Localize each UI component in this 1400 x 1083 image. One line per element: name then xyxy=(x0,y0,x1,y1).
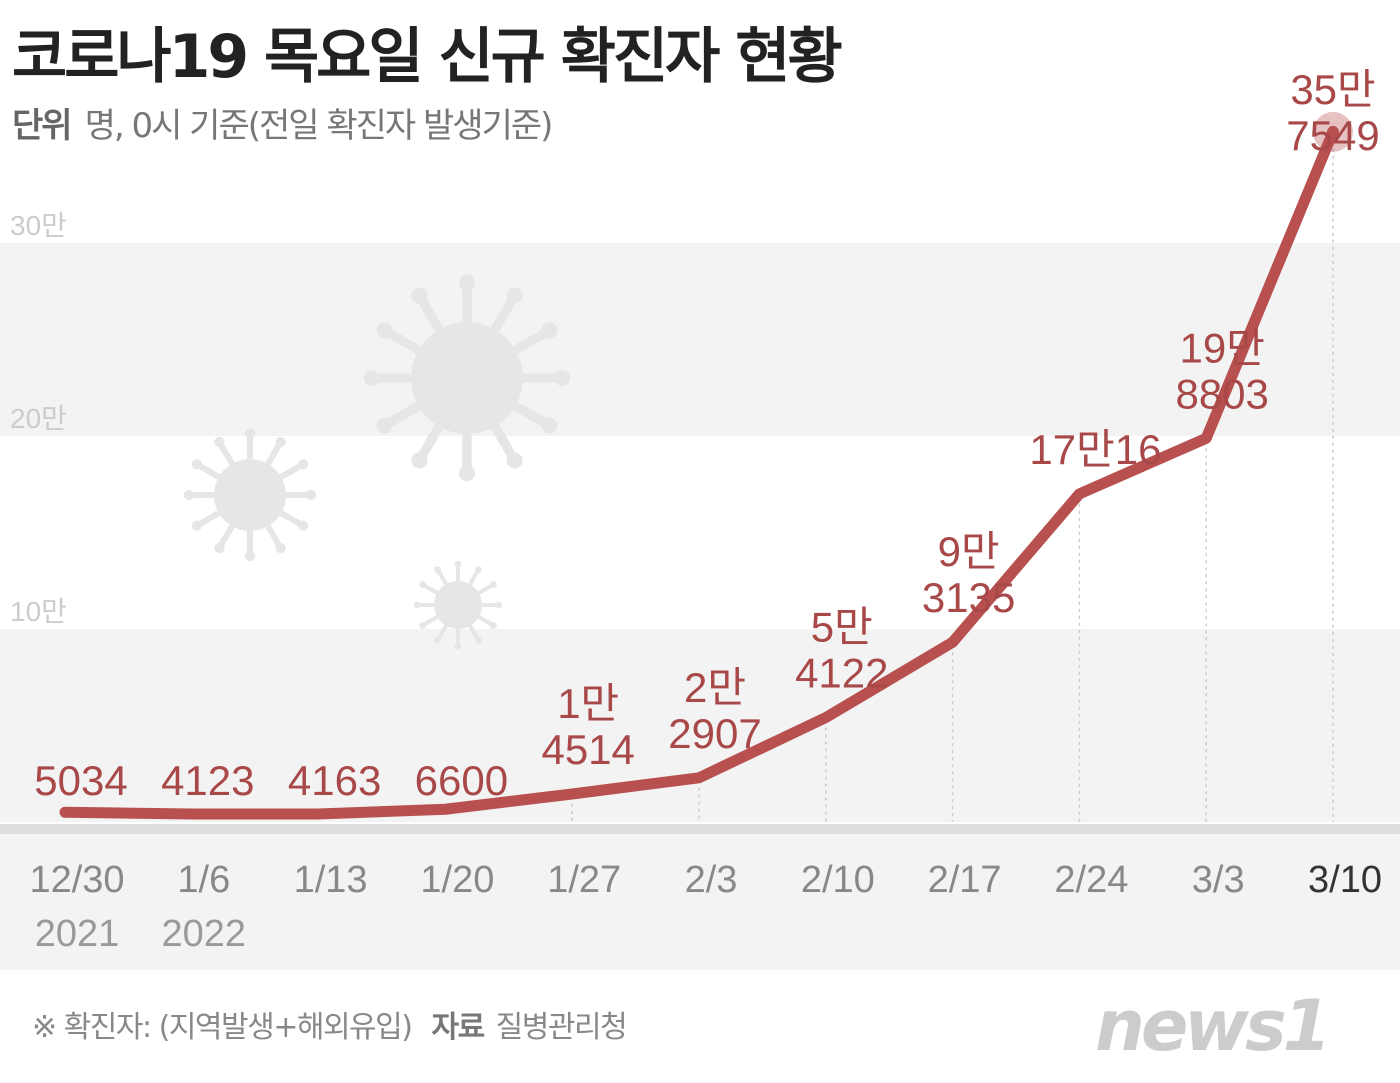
virus-icon xyxy=(434,581,482,629)
x-tick-label: 3/3 xyxy=(1192,859,1245,901)
x-tick-label: 1/20 xyxy=(420,859,494,901)
grid-band xyxy=(0,243,1400,436)
series-line xyxy=(59,126,1339,820)
virus-spike-tip xyxy=(541,322,558,339)
data-label: 3135 xyxy=(922,574,1015,621)
virus-spike-tip xyxy=(489,581,497,589)
data-label: 8803 xyxy=(1175,370,1268,417)
x-tick-label: 1/27 xyxy=(547,859,621,901)
data-label: 4123 xyxy=(161,757,254,804)
virus-spike-tip xyxy=(506,287,523,304)
virus-spike-tip xyxy=(434,566,442,574)
virus-spike-tip xyxy=(275,436,286,448)
data-label: 2만 xyxy=(684,664,746,711)
year-label: 2021 xyxy=(35,913,120,955)
data-label: 4163 xyxy=(288,757,381,804)
virus-spike-tip xyxy=(306,489,317,501)
data-point xyxy=(1327,125,1339,138)
virus-spike-tip xyxy=(297,520,309,531)
virus-spike-tip xyxy=(434,636,442,644)
virus-spike-tip xyxy=(244,551,256,562)
chart-title: 코로나19 목요일 신규 확진자 현황 xyxy=(12,22,843,92)
footer: ※ 확진자: (지역발생+해외유입) 자료 질병관리청 xyxy=(32,1002,628,1046)
chart-subtitle: 단위 명, 0시 기준(전일 확진자 발생기준) xyxy=(12,98,554,147)
virus-spike-tip xyxy=(183,489,194,501)
source: 질병관리청 xyxy=(495,1010,628,1045)
unit-label: 단위 xyxy=(12,106,73,146)
data-label: 4514 xyxy=(541,726,634,773)
virus-spike-tip xyxy=(376,417,393,434)
y-tick-label: 30만 xyxy=(10,210,67,241)
data-label: 1만 xyxy=(557,680,619,727)
virus-spike-tip xyxy=(454,560,462,568)
x-tick-label: 2/17 xyxy=(928,859,1002,901)
footnote: ※ 확진자: (지역발생+해외유입) xyxy=(32,1010,413,1045)
virus-spike-tip xyxy=(419,581,427,589)
unit-text: 명, 0시 기준(전일 확진자 발생기준) xyxy=(84,106,554,146)
x-tick-label: 1/6 xyxy=(177,859,230,901)
data-label: 35만 xyxy=(1290,66,1375,113)
virus-spike-tip xyxy=(363,370,380,386)
data-label: 5만 xyxy=(811,604,873,651)
y-tick-label: 20만 xyxy=(10,403,67,434)
virus-spike-tip xyxy=(506,452,523,469)
x-tick-label: 2/3 xyxy=(685,859,738,901)
x-tick-label: 2/10 xyxy=(801,859,875,901)
virus-spike-tip xyxy=(214,542,225,554)
virus-spike-tip xyxy=(411,287,428,304)
data-label: 4122 xyxy=(795,650,888,697)
x-tick-label: 1/13 xyxy=(294,859,368,901)
data-label: 17만16 xyxy=(1029,426,1161,473)
virus-spike-tip xyxy=(214,436,225,448)
source-label: 자료 xyxy=(431,1010,485,1045)
virus-spike-tip xyxy=(413,601,421,609)
grid-band xyxy=(0,629,1400,822)
data-label: 7549 xyxy=(1286,112,1379,159)
virus-spike-tip xyxy=(489,621,497,629)
virus-icon xyxy=(214,459,286,531)
y-tick-label: 10만 xyxy=(10,596,67,627)
virus-spike-tip xyxy=(411,452,428,469)
virus-spike-tip xyxy=(244,428,256,439)
virus-spike-tip xyxy=(459,465,475,482)
year-label: 2022 xyxy=(162,913,247,955)
virus-spike-tip xyxy=(554,370,571,386)
x-tick-label: 3/10 xyxy=(1308,859,1382,901)
virus-spike-tip xyxy=(474,636,482,644)
virus-spike-tip xyxy=(419,621,427,629)
data-label: 2907 xyxy=(668,710,761,757)
virus-spike-tip xyxy=(541,417,558,434)
virus-spike-tip xyxy=(474,566,482,574)
virus-spike-tip xyxy=(191,520,203,531)
virus-spike-tip xyxy=(454,642,462,650)
virus-spike-tip xyxy=(275,542,286,554)
virus-spike-tip xyxy=(495,601,503,609)
news1-logo: news1 xyxy=(1095,985,1331,1067)
data-label: 9만 xyxy=(938,528,1000,575)
virus-spike-tip xyxy=(459,274,475,291)
virus-icon xyxy=(411,322,523,434)
data-label: 5034 xyxy=(34,757,127,804)
x-axis-line xyxy=(0,824,1400,834)
x-axis-band xyxy=(0,832,1400,970)
virus-spike-tip xyxy=(376,322,393,339)
virus-spike-tip xyxy=(191,459,203,470)
data-label: 19만 xyxy=(1180,324,1265,371)
x-tick-label: 2/24 xyxy=(1054,859,1128,901)
data-label: 6600 xyxy=(415,757,508,804)
x-tick-label: 12/30 xyxy=(29,859,124,901)
virus-spike-tip xyxy=(297,459,309,470)
